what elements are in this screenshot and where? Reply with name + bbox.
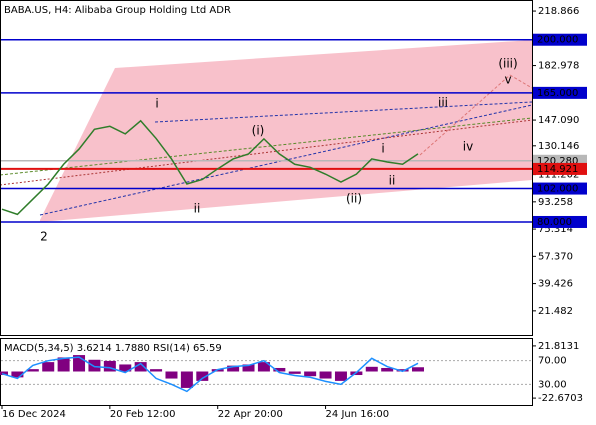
- channel: [40, 40, 532, 222]
- y-tick-label: 147.090: [538, 115, 579, 126]
- macd-bar: [273, 367, 286, 372]
- macd-bar: [119, 364, 132, 372]
- trend-line: [154, 101, 533, 123]
- macd-bar: [365, 366, 378, 372]
- macd-bar: [88, 359, 101, 372]
- macd-bar: [319, 371, 332, 379]
- macd-bar: [150, 369, 163, 372]
- macd-bar: [304, 371, 317, 377]
- macd-bar: [11, 371, 24, 378]
- ma-line: [0, 119, 533, 186]
- wave-label: i: [155, 97, 158, 111]
- macd-bar: [57, 357, 70, 372]
- y-tick-label: 93.258: [538, 197, 573, 208]
- macd-bar: [288, 371, 301, 374]
- wave-path: [509, 74, 533, 89]
- wave-label: (i): [252, 124, 265, 138]
- y-tick-label: 111.202: [538, 170, 579, 181]
- wave-label: v: [504, 73, 511, 87]
- level-box: [533, 215, 587, 228]
- y-tick-label: 39.426: [538, 279, 573, 290]
- macd-bar: [242, 364, 255, 372]
- rsi-line: [1, 356, 419, 393]
- wave-label: ii: [194, 202, 201, 216]
- level-label: 80.000: [537, 217, 572, 228]
- macd-bar: [134, 362, 147, 372]
- y-tick-label: 57.370: [538, 251, 573, 262]
- x-tick-label: 16 Dec 2024: [2, 409, 66, 420]
- y-tick-label: 130.146: [538, 141, 579, 152]
- y-tick-label: 21.8131: [538, 341, 579, 352]
- y-tick-label: 218.866: [538, 6, 579, 17]
- wave-label: ii: [389, 174, 396, 188]
- wave-label: (ii): [346, 192, 362, 206]
- macd-bar: [42, 362, 55, 372]
- price-line: [1, 119, 419, 216]
- wave-label: iv: [463, 140, 473, 154]
- wave-label: (iii): [498, 57, 517, 71]
- level-box: [533, 86, 587, 99]
- y-tick-label: 21.482: [538, 306, 573, 317]
- wave-label: iii: [438, 96, 448, 110]
- macd-bar: [381, 367, 394, 372]
- macd-bar: [180, 371, 193, 388]
- macd-bar: [227, 365, 240, 372]
- wave-label: 2: [40, 230, 48, 244]
- wave-label: i: [381, 142, 384, 156]
- y-tick-label: 182.978: [538, 61, 579, 72]
- level-label: 120.280: [537, 156, 578, 167]
- macd-bar: [334, 371, 347, 381]
- level-label: 114.921: [537, 164, 578, 175]
- level-label: 102.000: [537, 184, 578, 195]
- macd-bar: [396, 369, 409, 372]
- macd-bar: [412, 367, 424, 372]
- macd-bar: [165, 371, 178, 379]
- level-box: [533, 182, 587, 195]
- level-box: [533, 33, 587, 46]
- y-tick-label: -22.6703: [538, 393, 583, 404]
- indicator-title: MACD(5,34,5) 3.6214 1.7880 RSI(14) 65.59: [4, 343, 222, 354]
- x-tick-label: 22 Apr 20:00: [218, 409, 283, 420]
- ma-line: [0, 117, 533, 176]
- macd-bar: [0, 371, 8, 376]
- y-tick-label: 75.314: [538, 224, 573, 235]
- x-tick-label: 20 Feb 12:00: [110, 409, 176, 420]
- chart-title: BABA.US, H4: Alibaba Group Holding Ltd A…: [4, 5, 231, 16]
- main-pane: [0, 0, 533, 336]
- macd-bar: [26, 369, 39, 372]
- level-label: 165.000: [537, 88, 578, 99]
- macd-bar: [257, 362, 270, 372]
- level-box: [533, 162, 587, 175]
- level-label: 200.000: [537, 35, 578, 46]
- macd-bar: [103, 360, 116, 372]
- y2-tick-label: 30.00: [538, 379, 567, 390]
- y2-tick-label: 70.00: [538, 356, 567, 367]
- macd-bar: [196, 371, 209, 381]
- wave-path: [419, 74, 511, 156]
- x-tick-label: 24 Jun 16:00: [326, 409, 390, 420]
- trend-line: [39, 104, 533, 216]
